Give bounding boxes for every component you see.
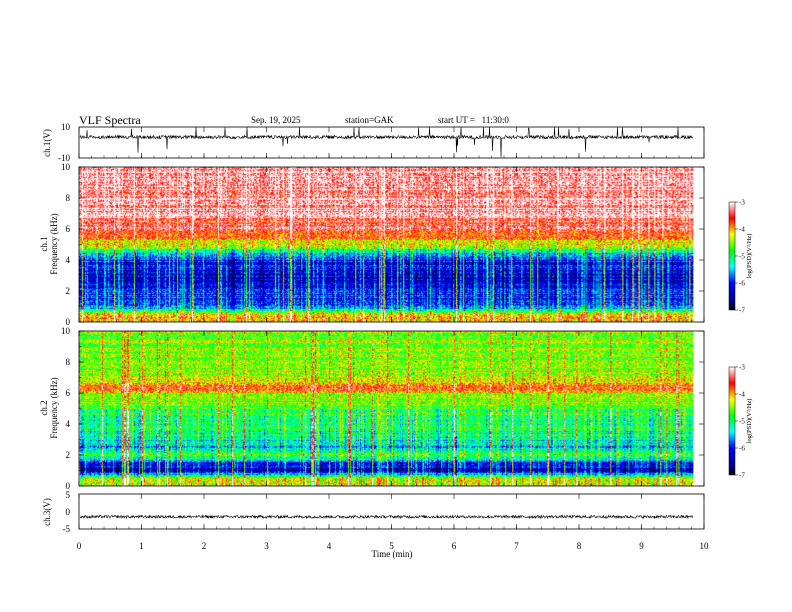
ch2-colorbar-tick-label: -7 <box>739 472 745 480</box>
x-tick-label: 0 <box>77 541 82 551</box>
ch1-colorbar-tick-label: -5 <box>739 253 745 261</box>
ch1-waveform-ylabel: ch.1(V) <box>42 129 52 157</box>
ch1-spec-ytick-label: 2 <box>66 286 71 296</box>
x-tick-label: 7 <box>514 541 519 551</box>
ch3-waveform-frame <box>78 493 705 530</box>
x-tick-label: 2 <box>202 541 207 551</box>
ch2-colorbar <box>728 366 736 476</box>
ch1-colorbar-tick-label: -4 <box>739 226 745 234</box>
ch2-spec-ytick-label: 4 <box>66 419 71 429</box>
ch3-waveform-ylabel: ch.3(V) <box>42 498 52 526</box>
x-axis: 0 1 2 3 4 5 6 7 8 9 10 <box>77 127 709 551</box>
figure-title: VLF Spectra <box>79 113 141 127</box>
ch1-spec-ytick-label: 4 <box>66 255 71 265</box>
ch2-colorbar-tick-label: -5 <box>739 418 745 426</box>
ch1-waveform-line <box>79 126 694 158</box>
x-tick-label: 4 <box>327 541 332 551</box>
ch1-colorbar-label: log(PSD)(V²/Hz) <box>746 234 753 279</box>
ch2-spec-ytick-label: 0 <box>66 481 71 491</box>
ch1-spectrogram-image <box>79 167 694 322</box>
x-tick-label: 10 <box>700 541 710 551</box>
ch3-waveform-line <box>79 514 693 520</box>
ch2-spec-ytick-label: 10 <box>61 326 71 336</box>
x-tick-label: 6 <box>452 541 457 551</box>
ch2-colorbar-tick-label: -6 <box>739 445 745 453</box>
x-tick-label: 1 <box>139 541 144 551</box>
ch1-spec-ylabel-frequency: Frequency (kHz) <box>49 213 59 274</box>
x-axis-label: Time (min) <box>372 549 413 559</box>
ch1-spectrogram-image <box>79 167 694 322</box>
ch1-colorbar-tick-label: -6 <box>739 280 745 288</box>
ch1-colorbar-tick-label: -7 <box>739 307 745 315</box>
ch3-ytick-top: 5 <box>66 490 71 500</box>
x-tick-label: 5 <box>389 541 394 551</box>
ch2-colorbar-label: log(PSD)(V²/Hz) <box>746 399 753 444</box>
station-label: station=GAK <box>345 115 394 125</box>
ch3-ytick-bottom: -5 <box>63 524 71 534</box>
ch1-spec-ytick-label: 10 <box>61 162 71 172</box>
ch1-spec-ylabel-channel: ch.1 <box>39 236 49 251</box>
ch1-spec-ytick-label: 8 <box>66 193 71 203</box>
ch1-ytick-top: 10 <box>61 122 71 132</box>
x-tick-label: 8 <box>577 541 582 551</box>
start-ut-label: start UT = 11:30:0 <box>438 115 509 125</box>
ch2-spec-ytick-label: 2 <box>66 450 71 460</box>
ch1-colorbar-tick-label: -3 <box>739 199 745 207</box>
ch1-ytick-bottom: -10 <box>58 153 70 163</box>
ch2-spec-ylabel-channel: ch.2 <box>39 400 49 415</box>
date-label: Sep. 19, 2025 <box>251 115 301 125</box>
x-tick-label: 9 <box>639 541 644 551</box>
x-tick-label: 3 <box>264 541 269 551</box>
ch1-spec-ytick-label: 0 <box>66 317 71 327</box>
ch1-spec-ytick-label: 6 <box>66 224 71 234</box>
ch3-ytick-mid: 0 <box>66 507 71 517</box>
ch2-spec-ytick-label: 6 <box>66 388 71 398</box>
ch2-colorbar-tick-label: -3 <box>739 364 745 372</box>
ch2-spectrogram-image <box>79 331 694 486</box>
ch2-colorbar-tick-label: -4 <box>739 391 745 399</box>
ch2-spec-ytick-label: 8 <box>66 357 71 367</box>
ch1-colorbar <box>728 201 736 311</box>
ch2-spectrogram-image <box>79 331 694 486</box>
ch2-spec-ylabel-frequency: Frequency (kHz) <box>49 377 59 438</box>
